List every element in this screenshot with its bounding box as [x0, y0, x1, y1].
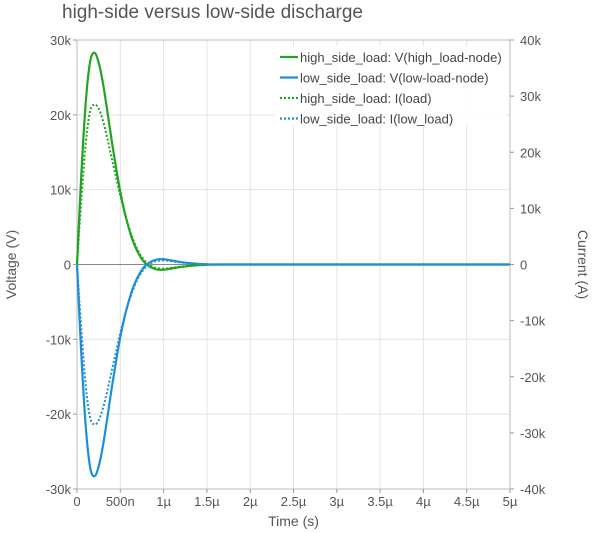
y-tick-label-right-6: 20k — [520, 145, 541, 160]
y-tick-label-left-3: 0 — [64, 258, 71, 273]
y-tick-label-right-0: -40k — [520, 482, 546, 497]
y-tick-label-right-4: 0 — [520, 258, 527, 273]
legend: high_side_load: V(high_load-node) low_sid… — [274, 46, 506, 127]
x-tick-label-6: 3µ — [329, 494, 344, 509]
x-tick-label-1: 500n — [106, 494, 135, 509]
y-tick-label-right-3: -10k — [520, 314, 546, 329]
x-tick-label-4: 2µ — [243, 494, 258, 509]
y-tick-label-right-1: -30k — [520, 426, 546, 441]
x-axis: 0 500n 1µ 1.5µ 2µ 2.5µ 3µ 3.5µ 4µ 4.5µ 5µ — [73, 489, 518, 509]
legend-label-1: low_side_load: V(low-load-node) — [300, 71, 489, 86]
series-line-1 — [75, 258, 510, 478]
y-tick-label-left-6: 30k — [50, 33, 71, 48]
y-tick-label-left-0: -30k — [46, 482, 72, 497]
y-tick-label-left-1: -20k — [46, 407, 72, 422]
legend-label-3: low_side_load: I(low_load) — [300, 112, 453, 127]
y-tick-label-right-5: 10k — [520, 201, 541, 216]
x-tick-label-2: 1µ — [156, 494, 171, 509]
x-axis-label: Time (s) — [268, 513, 319, 529]
legend-background — [274, 46, 506, 126]
y-axis-right: -40k -30k -20k -10k 0 10k 20k 30k 40k — [510, 33, 546, 497]
legend-label-0: high_side_load: V(high_load-node) — [300, 50, 502, 65]
y-tick-label-right-2: -20k — [520, 370, 546, 385]
x-tick-label-3: 1.5µ — [194, 494, 220, 509]
x-tick-label-9: 4.5µ — [454, 494, 480, 509]
x-tick-label-5: 2.5µ — [281, 494, 307, 509]
y-axis-left: -30k -20k -10k 0 10k 20k 30k — [46, 33, 77, 497]
y-tick-label-left-4: 10k — [50, 183, 71, 198]
y-tick-label-right-7: 30k — [520, 89, 541, 104]
y-axis-label-right: Current (A) — [575, 230, 591, 299]
series-lines — [75, 51, 510, 478]
chart-title: high-side versus low-side discharge — [62, 2, 363, 23]
y-tick-label-right-8: 40k — [520, 33, 541, 48]
x-tick-label-0: 0 — [73, 494, 80, 509]
y-tick-label-left-2: -10k — [46, 332, 72, 347]
x-tick-label-8: 4µ — [416, 494, 431, 509]
y-axis-label-left: Voltage (V) — [3, 230, 19, 299]
legend-label-2: high_side_load: I(load) — [300, 91, 432, 106]
x-tick-label-10: 5µ — [503, 494, 518, 509]
y-tick-label-left-5: 20k — [50, 108, 71, 123]
x-tick-label-7: 3.5µ — [367, 494, 393, 509]
